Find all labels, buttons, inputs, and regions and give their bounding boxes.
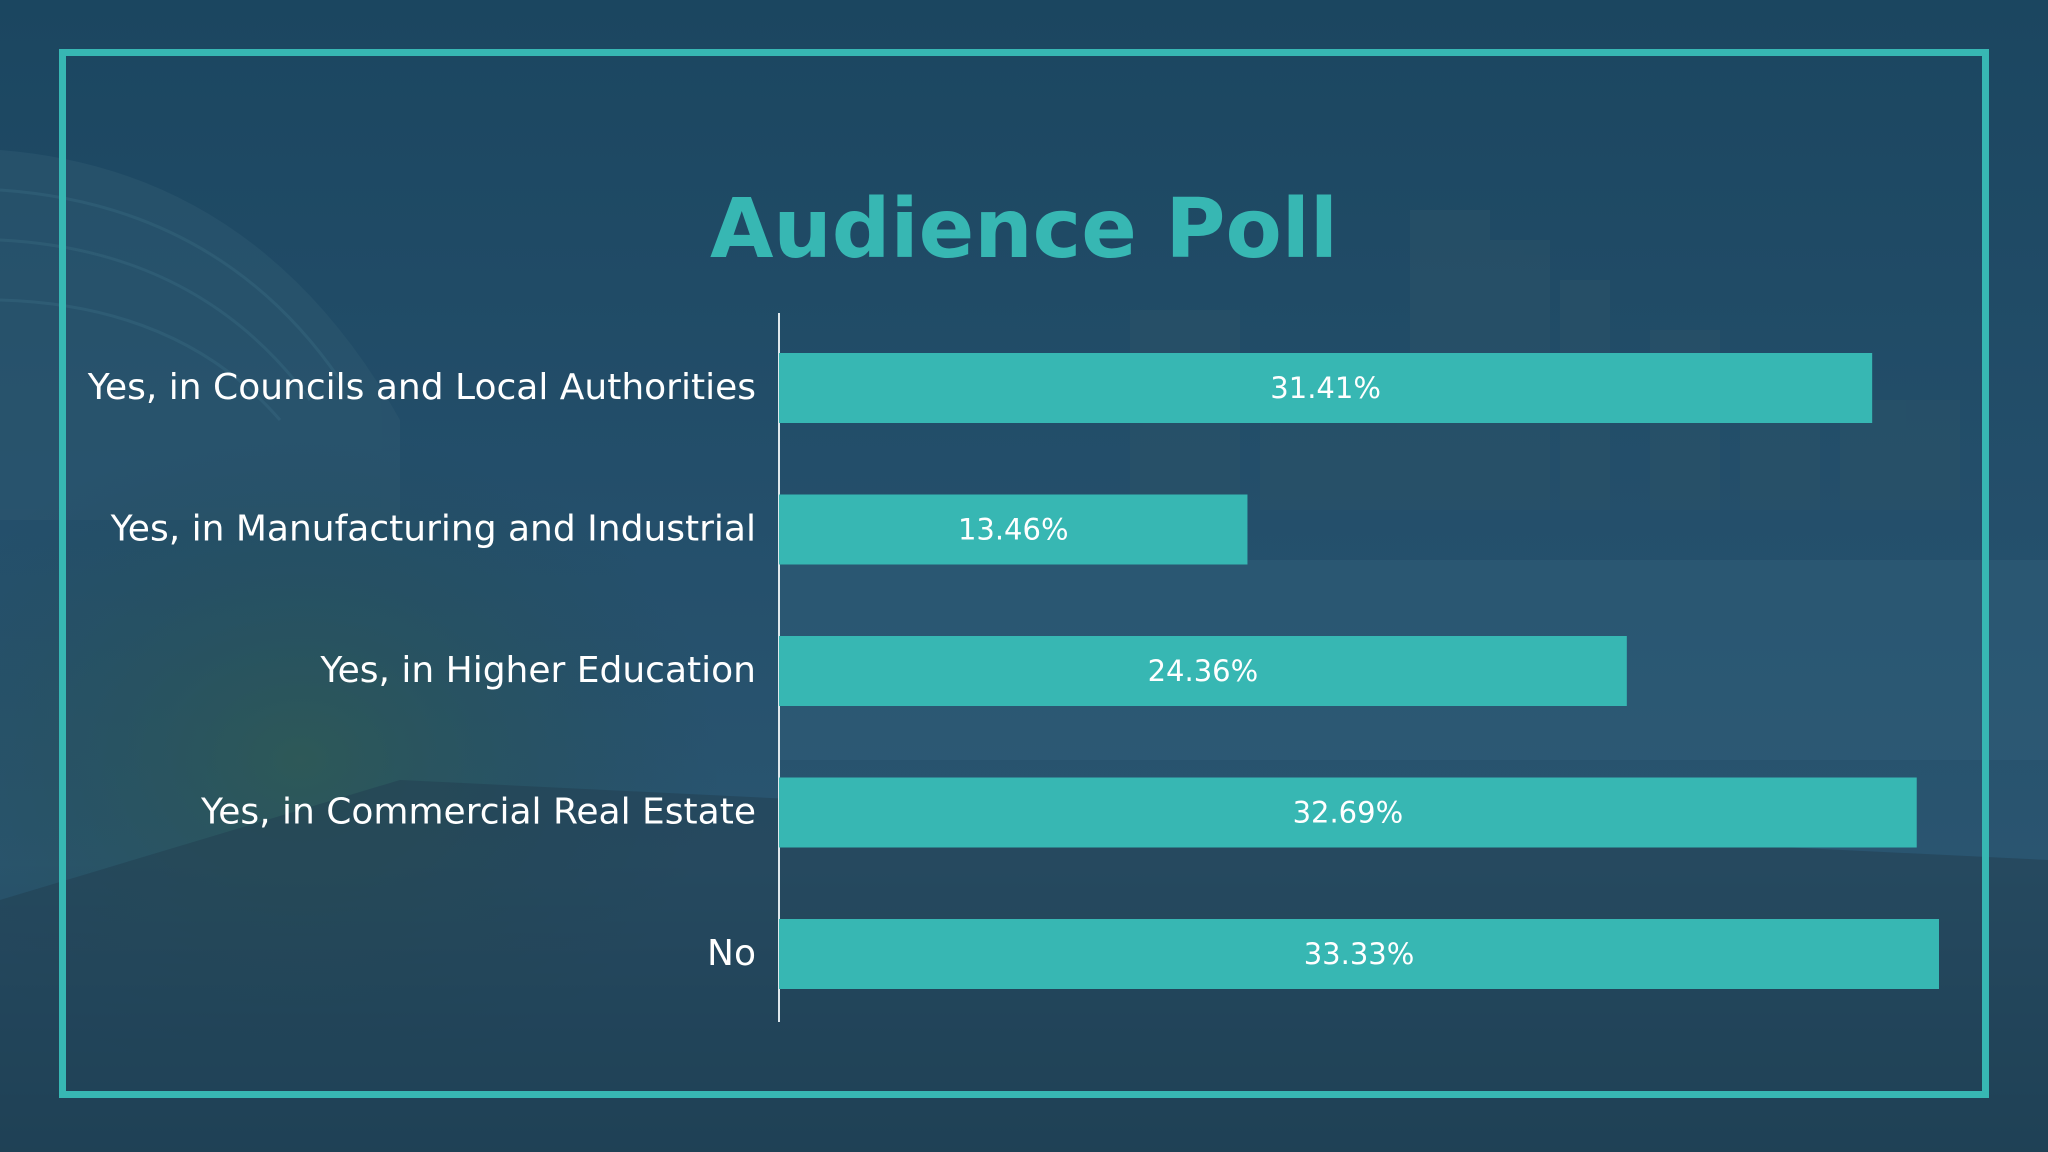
category-label: Yes, in Commercial Real Estate [200, 792, 756, 833]
bar-value-label: 24.36% [1148, 654, 1259, 688]
bar-value-label: 13.46% [958, 513, 1069, 547]
category-label: Yes, in Higher Education [319, 650, 756, 691]
bar-value-label: 33.33% [1304, 937, 1415, 971]
category-label: Yes, in Manufacturing and Industrial [110, 509, 756, 550]
page-title: Audience Poll [709, 182, 1339, 277]
bar [779, 919, 1939, 989]
bar-value-label: 31.41% [1270, 371, 1381, 405]
category-label: No [707, 933, 756, 974]
bar-value-label: 32.69% [1293, 796, 1404, 830]
dome-building [0, 150, 400, 520]
slide-frame [59, 49, 1989, 1098]
bar [779, 494, 1248, 565]
bar [779, 777, 1917, 848]
bar [779, 636, 1627, 706]
bar [779, 353, 1873, 423]
category-label: Yes, in Councils and Local Authorities [87, 367, 756, 408]
